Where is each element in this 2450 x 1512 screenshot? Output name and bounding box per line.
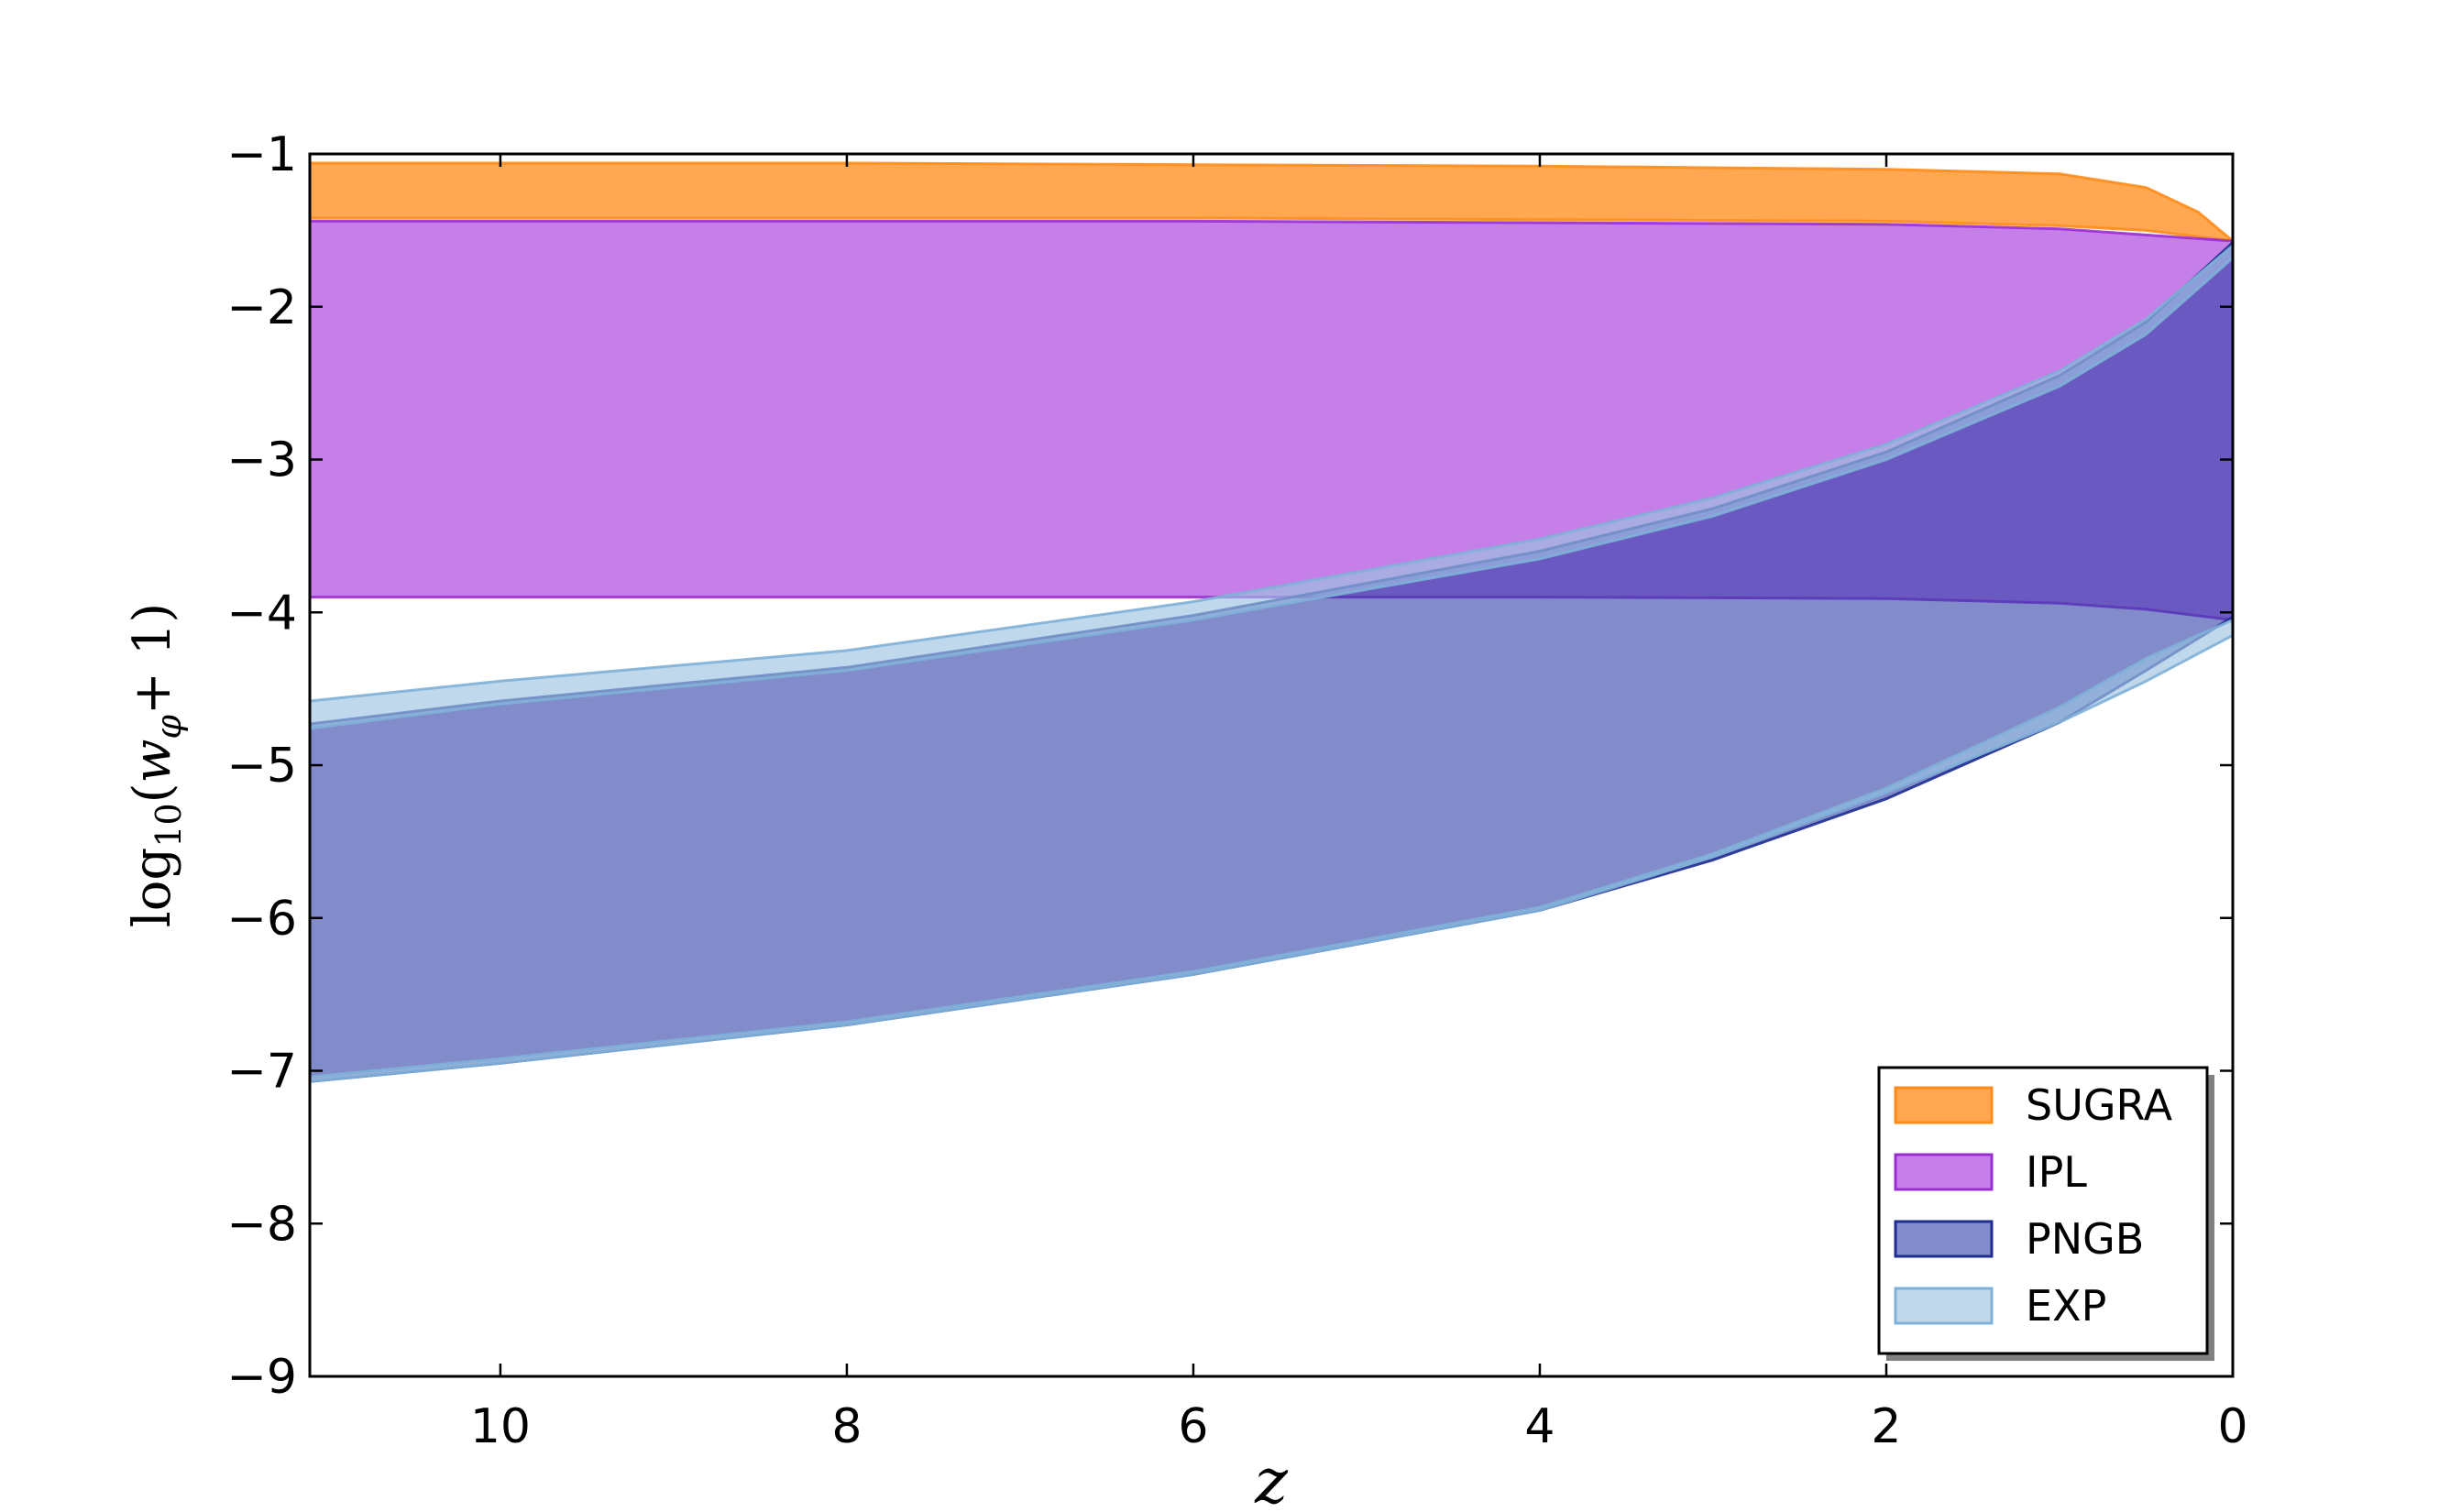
x-tick-label: 6 (1178, 1399, 1208, 1454)
axis-ticks: 10 8 6 4 2 0 −1 −2 −3 −4 −5 −6 −7 −8 −9 (226, 127, 2247, 1454)
y-label-log-base: 10 (148, 803, 189, 847)
x-tick-label: 2 (1871, 1399, 1901, 1454)
y-label-log: log (123, 848, 182, 927)
y-tick-label: −7 (226, 1045, 297, 1100)
y-axis-label: log10(wφ+ 1) (123, 603, 189, 927)
legend: SUGRA IPL PNGB EXP (1877, 1066, 2214, 1361)
y-tick-label: −9 (226, 1350, 297, 1405)
legend-label-pngb: PNGB (2026, 1214, 2144, 1264)
data-bands (310, 161, 2233, 1083)
sugra-band (310, 161, 2233, 243)
y-label-var: w (123, 740, 182, 783)
legend-swatch-sugra (1894, 1086, 1994, 1124)
y-label-rest: + 1) (123, 603, 182, 715)
x-tick-label: 4 (1524, 1399, 1555, 1454)
y-tick-label: −8 (226, 1197, 297, 1252)
legend-label-ipl: IPL (2026, 1147, 2087, 1197)
x-tick-label: 0 (2217, 1399, 2247, 1454)
y-label-open-paren: ( (123, 783, 182, 804)
y-tick-label: −6 (226, 892, 297, 947)
legend-label-exp: EXP (2026, 1281, 2106, 1331)
y-tick-label: −1 (226, 127, 297, 182)
x-axis-label: z (1254, 1446, 1289, 1512)
x-tick-label: 8 (831, 1399, 862, 1454)
y-tick-label: −5 (226, 739, 297, 794)
legend-swatch-ipl (1894, 1153, 1994, 1191)
legend-label-sugra: SUGRA (2026, 1080, 2173, 1130)
series-sugra (310, 161, 2233, 243)
x-tick-label: 10 (470, 1399, 531, 1454)
y-label-var-sub: φ (148, 715, 189, 740)
x-axis-label-text: z (1254, 1446, 1289, 1512)
y-tick-label: −3 (226, 433, 297, 488)
exp-lower-band (310, 618, 2233, 1083)
legend-swatch-exp (1894, 1287, 1994, 1325)
legend-swatch-pngb (1894, 1220, 1994, 1258)
exp-band (310, 244, 2233, 730)
y-axis-label-text: log10(wφ+ 1) (123, 603, 189, 927)
y-tick-label: −4 (226, 586, 297, 641)
y-tick-label: −2 (226, 280, 297, 335)
series-exp (310, 244, 2233, 1083)
